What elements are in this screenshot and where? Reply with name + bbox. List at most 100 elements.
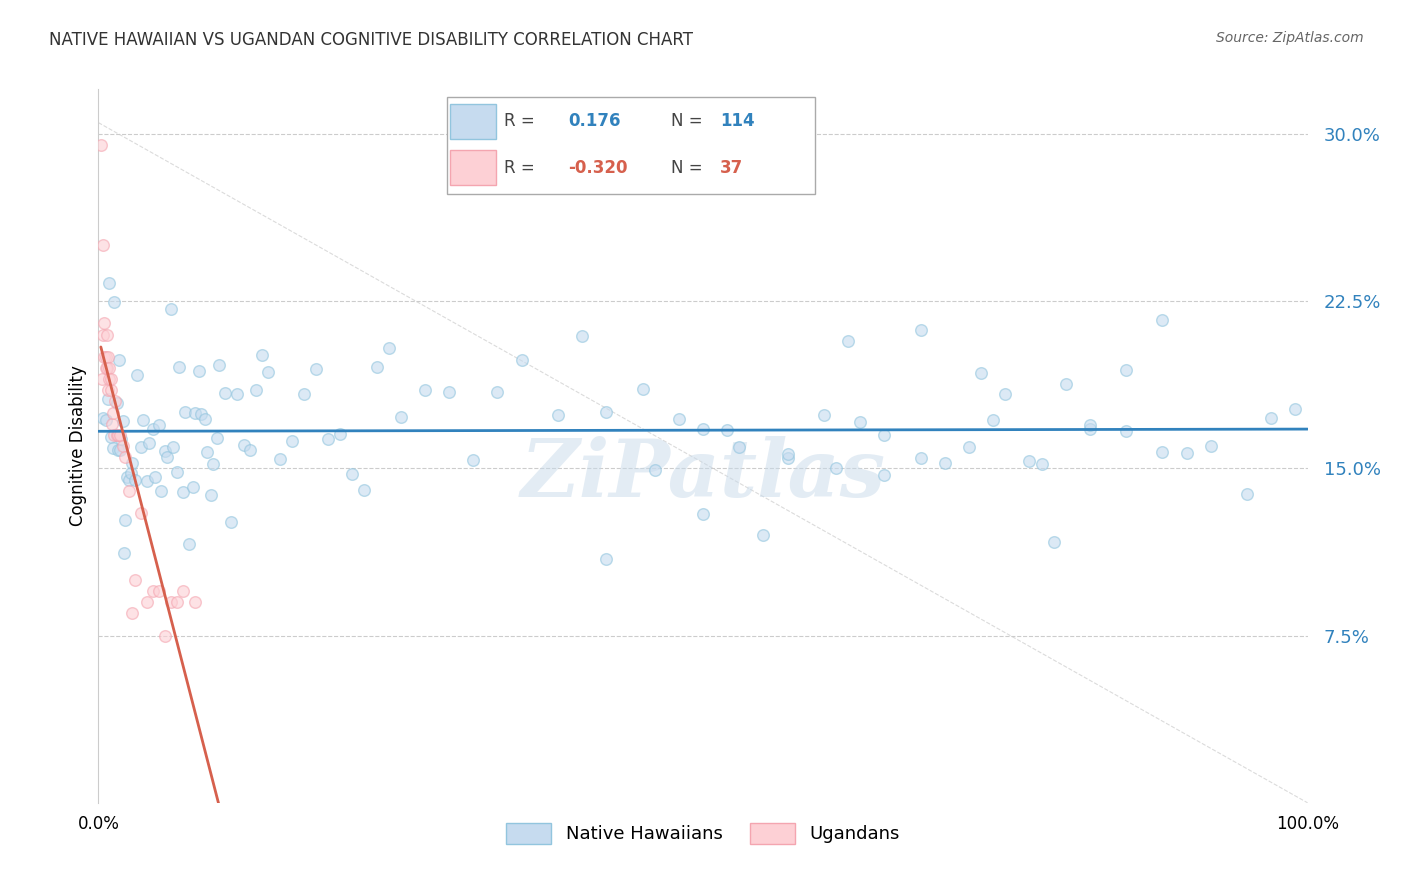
Point [1115, 362, 1137, 376]
Point [94, 360, 117, 375]
Point [124, 573, 146, 587]
Point [105, 427, 128, 442]
Point [162, 440, 184, 454]
Point [595, 551, 617, 566]
Point [96, 360, 118, 375]
Point [389, 409, 412, 424]
Point [142, 422, 165, 436]
Point [103, 295, 125, 310]
Point [1115, 425, 1137, 439]
Point [1199, 439, 1222, 453]
Point [118, 473, 141, 487]
Point [129, 441, 152, 455]
Point [93, 316, 115, 330]
Point [849, 415, 872, 429]
Text: 37: 37 [720, 159, 744, 177]
Point [101, 441, 124, 455]
Point [752, 527, 775, 541]
Point [153, 628, 176, 642]
Point [169, 359, 191, 374]
Point [181, 480, 204, 494]
Text: 114: 114 [720, 112, 755, 130]
Point [994, 387, 1017, 401]
Point [205, 431, 228, 445]
Point [239, 443, 262, 458]
Point [97, 350, 120, 364]
Point [1042, 534, 1064, 549]
Point [94, 350, 117, 364]
Text: NATIVE HAWAIIAN VS UGANDAN COGNITIVE DISABILITY CORRELATION CHART: NATIVE HAWAIIAN VS UGANDAN COGNITIVE DIS… [49, 31, 693, 49]
Point [873, 427, 896, 442]
Point [692, 422, 714, 436]
Point [692, 507, 714, 521]
Point [463, 452, 485, 467]
Point [305, 362, 328, 376]
Point [437, 385, 460, 400]
Point [250, 348, 273, 362]
Point [1284, 402, 1306, 417]
Point [94, 413, 117, 427]
Point [93, 350, 115, 364]
Point [118, 483, 141, 498]
Point [910, 323, 932, 337]
Point [825, 461, 848, 475]
Point [1031, 458, 1053, 472]
Point [232, 438, 254, 452]
Point [98, 276, 121, 290]
Point [957, 441, 980, 455]
Point [316, 432, 339, 446]
Point [114, 450, 136, 464]
Point [121, 607, 143, 621]
Point [184, 406, 207, 420]
Point [329, 427, 352, 442]
Point [132, 413, 155, 427]
Point [98, 372, 121, 386]
Text: 0.176: 0.176 [568, 112, 620, 130]
Point [342, 467, 364, 482]
Point [107, 442, 129, 457]
Point [1078, 418, 1101, 433]
Point [105, 396, 128, 410]
Point [644, 463, 666, 477]
Point [160, 595, 183, 609]
Point [292, 387, 315, 401]
Point [100, 430, 122, 444]
Point [166, 465, 188, 479]
Point [127, 368, 149, 383]
Point [148, 418, 170, 433]
Point [112, 546, 135, 560]
Point [174, 405, 197, 419]
Point [200, 488, 222, 502]
Text: R =: R = [503, 112, 534, 130]
Point [1175, 446, 1198, 460]
Point [1152, 313, 1174, 327]
Point [934, 456, 956, 470]
Point [281, 434, 304, 448]
FancyBboxPatch shape [447, 96, 815, 194]
Point [776, 447, 799, 461]
Point [138, 436, 160, 450]
Point [595, 405, 617, 419]
Point [91, 411, 114, 425]
Point [111, 414, 134, 428]
Point [108, 353, 131, 368]
Point [97, 392, 120, 406]
Point [100, 417, 122, 431]
Text: N =: N = [671, 112, 702, 130]
Point [208, 358, 231, 372]
Point [96, 327, 118, 342]
Text: ZiPatlas: ZiPatlas [520, 436, 886, 513]
Point [510, 353, 533, 368]
Point [837, 334, 859, 349]
Point [571, 329, 593, 343]
Point [143, 469, 166, 483]
Point [214, 386, 236, 401]
Point [166, 595, 188, 609]
Point [1054, 376, 1077, 391]
Point [156, 450, 179, 465]
Point [172, 583, 194, 598]
Point [150, 483, 173, 498]
Point [114, 513, 136, 527]
Point [135, 474, 157, 488]
Point [366, 360, 388, 375]
